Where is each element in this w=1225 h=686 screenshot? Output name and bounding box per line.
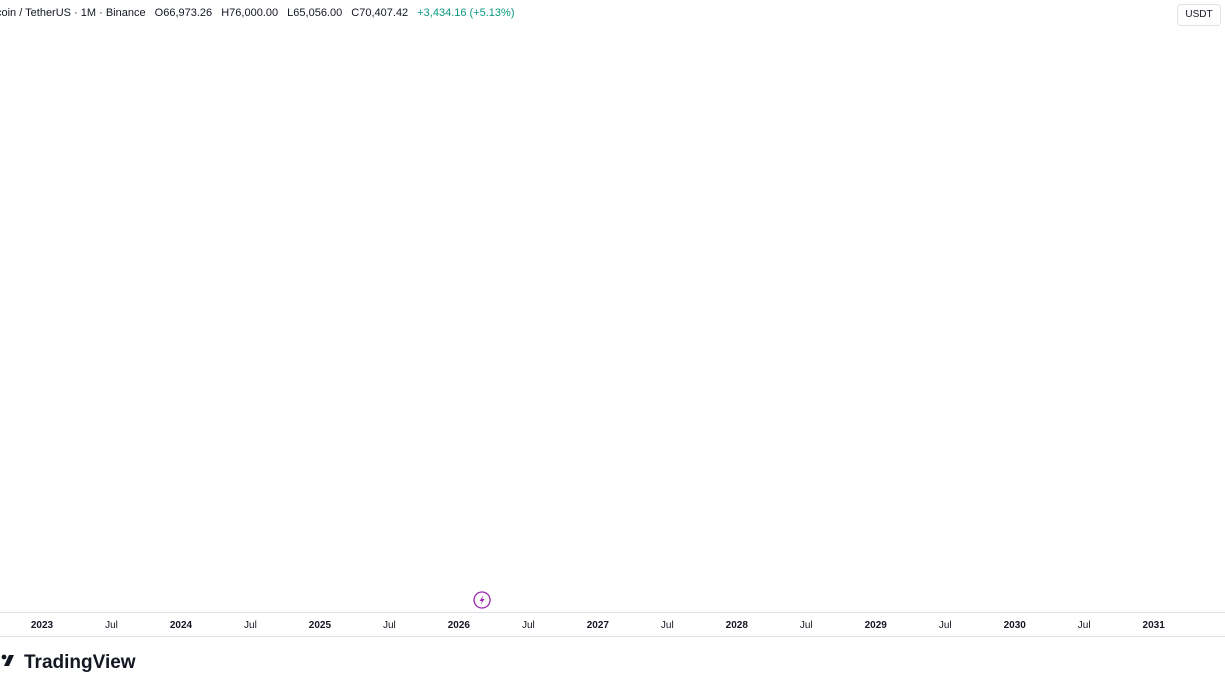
symbol-title[interactable]: coin / TetherUS · 1M · Binance [0, 7, 146, 19]
time-tick-label: Jul [244, 620, 257, 631]
time-tick-label: 2027 [587, 620, 610, 631]
time-tick-label: Jul [661, 620, 674, 631]
time-tick-label: 2029 [865, 620, 888, 631]
low-value: L65,056.00 [287, 7, 343, 19]
high-value: H76,000.00 [221, 7, 279, 19]
time-axis[interactable]: 2023 Jul 2024 Jul 2025 Jul 2026 Jul 2027 Jul 2028 J… [0, 612, 1225, 637]
time-tick-label: Jul [105, 620, 118, 631]
close-value: C70,407.42 [351, 7, 409, 19]
time-tick-label: Jul [383, 620, 396, 631]
time-tick-label: 2031 [1143, 620, 1166, 631]
time-tick-label: Jul [939, 620, 952, 631]
time-tick-label: 2030 [1004, 620, 1027, 631]
currency-button[interactable]: USDT [1177, 4, 1221, 26]
time-tick-label: 2028 [726, 620, 749, 631]
brand-logo[interactable]: TradingView [0, 652, 136, 674]
time-tick-label: Jul [800, 620, 813, 631]
brand-name: TradingView [24, 652, 136, 673]
time-tick-label: 2023 [31, 620, 54, 631]
time-tick-label: 2024 [170, 620, 193, 631]
change-value: +3,434.16 (+5.13%) [417, 7, 515, 19]
tradingview-logo-icon [0, 652, 18, 674]
symbol-header: coin / TetherUS · 1M · Binance O66,973.2… [0, 0, 521, 26]
event-icon-bolt [479, 595, 485, 605]
time-tick-label: 2026 [448, 620, 471, 631]
time-tick-label: Jul [1078, 620, 1091, 631]
lightning-event-icon[interactable] [473, 591, 491, 609]
time-tick-label: 2025 [309, 620, 332, 631]
time-tick-label: Jul [522, 620, 535, 631]
open-value: O66,973.26 [154, 7, 213, 19]
